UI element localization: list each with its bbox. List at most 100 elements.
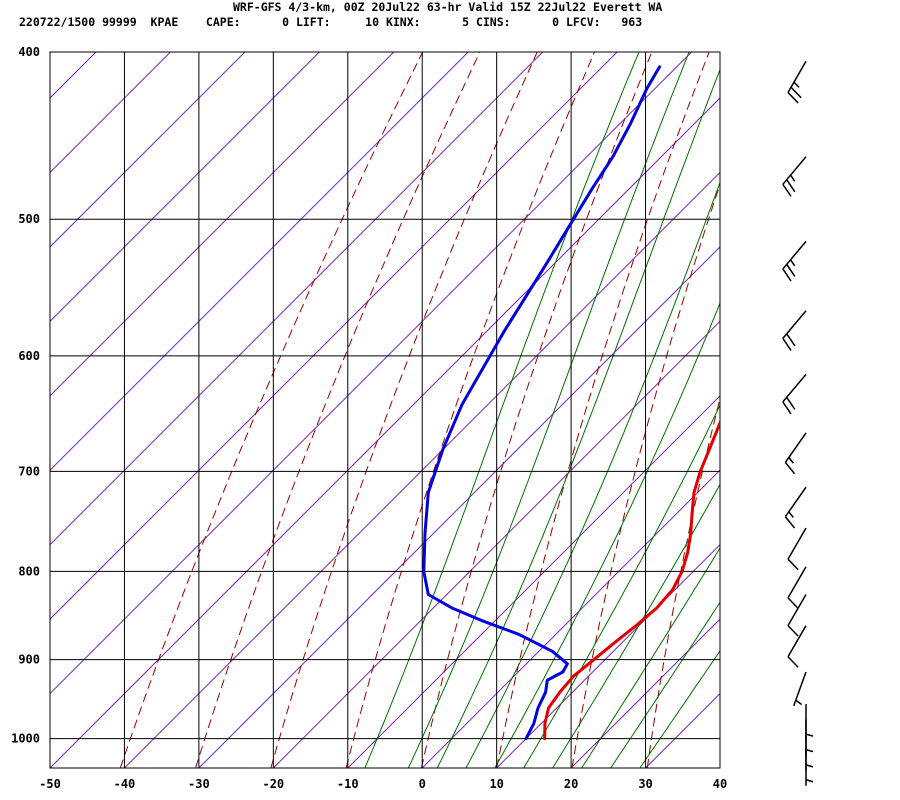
isotherm-line xyxy=(272,320,720,768)
wind-barb-flag xyxy=(784,516,796,529)
isotherm-line xyxy=(50,52,692,695)
temperature-tick-label: 0 xyxy=(419,777,426,791)
dry-adiabat-line xyxy=(496,52,710,768)
wind-barb-staff xyxy=(787,625,807,658)
wind-barb xyxy=(787,625,807,668)
isotherm-line xyxy=(869,52,900,768)
dry-adiabat-line xyxy=(646,396,720,768)
wind-barb-flag xyxy=(784,461,796,475)
isotherm-line xyxy=(50,52,544,546)
temperature-tick-label: -30 xyxy=(188,777,210,791)
dry-adiabat-line xyxy=(571,182,720,768)
dewpoint-profile-line xyxy=(422,65,662,741)
isotherm-line xyxy=(50,52,246,248)
moist-adiabat-line xyxy=(639,649,720,768)
station-indices: 220722/1500 99999 KPAE CAPE: 0 LIFT: 10 … xyxy=(19,15,643,29)
wind-barb xyxy=(805,704,814,741)
temperature-tick-label: 10 xyxy=(489,777,503,791)
temperature-tick-label: -50 xyxy=(39,777,61,791)
wind-barb xyxy=(782,156,807,197)
isotherm-line xyxy=(570,618,720,768)
temperature-tick-label: -10 xyxy=(337,777,359,791)
isotherm-line xyxy=(719,767,720,768)
wind-barb xyxy=(805,749,814,786)
isotherm-line xyxy=(794,52,900,768)
thermo-background xyxy=(50,52,900,768)
wind-barb-flag xyxy=(786,263,796,277)
wind-barb-flag xyxy=(782,337,792,351)
wind-barb xyxy=(805,719,814,756)
isotherm-line xyxy=(50,52,469,471)
wind-barb xyxy=(782,373,807,415)
isotherm-line xyxy=(50,97,720,768)
chart-header: WRF-GFS 4/3-km, 00Z 20Jul22 63-hr Valid … xyxy=(0,0,900,40)
wind-barb-flag xyxy=(790,86,802,99)
wind-barb xyxy=(787,527,807,571)
temperature-axis-labels: -50 -40 -30 -20 -10 0 10 20 30 40 xyxy=(39,777,727,791)
chart-title: WRF-GFS 4/3-km, 00Z 20Jul22 63-hr Valid … xyxy=(233,0,663,14)
pressure-label-900: 900 xyxy=(18,653,40,667)
wind-barb xyxy=(782,240,807,282)
pressure-label-500: 500 xyxy=(18,212,40,226)
wind-barb-flag xyxy=(786,396,796,410)
pressure-label-700: 700 xyxy=(18,464,40,478)
wind-barb-half-flag xyxy=(805,764,814,768)
wind-barb xyxy=(784,432,807,475)
wind-barb-flag xyxy=(786,333,796,347)
moist-adiabat-line xyxy=(552,483,720,768)
dry-adiabat-line xyxy=(195,52,481,768)
pressure-label-400: 400 xyxy=(18,45,40,59)
moist-adiabat-line xyxy=(610,601,720,768)
pressure-temperature-grid xyxy=(49,51,721,769)
wind-barb-half-flag xyxy=(788,457,794,464)
wind-barb xyxy=(805,734,814,771)
wind-barb-column xyxy=(782,60,814,786)
isotherm-line xyxy=(347,395,720,768)
isotherm-line xyxy=(50,52,395,397)
wind-barb-flag xyxy=(782,401,792,415)
wind-barb-flag xyxy=(787,91,799,104)
wind-barb-flag xyxy=(787,558,799,571)
temperature-tick-label: 30 xyxy=(638,777,652,791)
wind-barb-flag xyxy=(787,625,799,637)
temperature-tick-label: -20 xyxy=(262,777,284,791)
plot-frame xyxy=(49,51,721,769)
wind-barb-flag xyxy=(786,179,796,193)
dry-adiabat-line xyxy=(723,52,881,768)
temperature-tick-label: 40 xyxy=(713,777,727,791)
isotherm-line xyxy=(496,543,720,768)
wind-barb-flag xyxy=(787,656,799,668)
temperature-tick-label: -40 xyxy=(114,777,136,791)
temperature-profile-line xyxy=(543,418,720,741)
pressure-label-600: 600 xyxy=(18,349,40,363)
isotherm-line xyxy=(50,52,97,99)
wind-barb-half-flag xyxy=(805,779,814,783)
temperature-tick-label: 20 xyxy=(564,777,578,791)
isotherm-line xyxy=(645,692,720,768)
pressure-label-800: 800 xyxy=(18,564,40,578)
moist-adiabat-line xyxy=(436,68,720,768)
dry-adiabat-line xyxy=(798,52,900,768)
wind-barb-half-flag xyxy=(805,733,814,737)
isotherm-line xyxy=(50,52,618,620)
wind-barb-flag xyxy=(782,268,792,282)
moist-adiabat-line xyxy=(494,301,720,768)
dry-adiabat-line xyxy=(270,52,538,768)
pressure-label-1000: 1000 xyxy=(11,732,40,746)
isotherm-line xyxy=(124,171,720,768)
dry-adiabat-line xyxy=(873,52,900,768)
wind-barb-flag xyxy=(782,183,792,197)
moist-adiabat-line xyxy=(364,52,640,768)
wind-barb xyxy=(784,486,807,529)
wind-barb-staff xyxy=(787,527,807,560)
sounding-profiles xyxy=(422,65,720,741)
dry-adiabat-line xyxy=(119,52,424,768)
wind-barb xyxy=(787,594,807,637)
dry-adiabat-line xyxy=(420,52,653,768)
wind-barb-staff xyxy=(787,566,807,599)
wind-barb-staff xyxy=(782,310,807,339)
isotherm-line xyxy=(50,52,320,323)
pressure-axis-labels: 400 500 600 700 800 900 1000 xyxy=(11,45,40,746)
dry-adiabat-line xyxy=(345,52,595,768)
